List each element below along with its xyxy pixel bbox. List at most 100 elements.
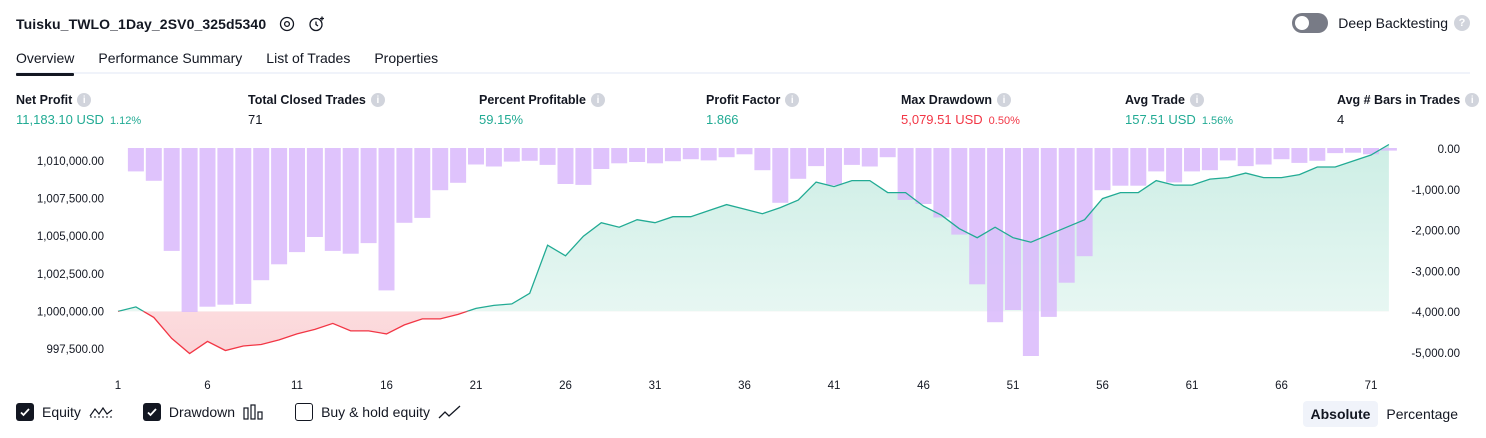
drawdown-bar[interactable] (342, 148, 359, 254)
drawdown-bar[interactable] (861, 148, 878, 167)
drawdown-bar[interactable] (1112, 148, 1129, 186)
drawdown-bar[interactable] (1273, 148, 1290, 160)
drawdown-bar[interactable] (468, 148, 484, 165)
drawdown-bar[interactable] (1237, 148, 1254, 167)
drawdown-bar[interactable] (790, 148, 807, 179)
legend-drawdown[interactable]: Drawdown (142, 403, 265, 421)
equity-line[interactable] (117, 143, 1390, 354)
drawdown-bar[interactable] (1184, 148, 1200, 172)
drawdown-bar[interactable] (503, 148, 520, 162)
drawdown-bar[interactable] (181, 148, 198, 312)
equity-line-negative[interactable] (117, 145, 1389, 355)
drawdown-bar[interactable] (306, 148, 323, 237)
drawdown-bar[interactable] (754, 148, 771, 171)
drawdown-bar[interactable] (808, 148, 825, 167)
drawdown-bar[interactable] (289, 148, 305, 253)
drawdown-bar[interactable] (1005, 148, 1021, 310)
drawdown-bar[interactable] (700, 148, 717, 161)
drawdown-bar[interactable] (1130, 148, 1147, 186)
drawdown-bar[interactable] (163, 148, 180, 251)
settings-icon[interactable] (278, 15, 296, 33)
drawdown-bar[interactable] (1148, 148, 1165, 172)
drawdown-checkbox[interactable] (142, 403, 161, 421)
drawdown-bar[interactable] (1345, 148, 1362, 153)
legend-buy-hold-label: Buy & hold equity (321, 404, 431, 420)
add-alert-icon[interactable] (308, 15, 326, 33)
drawdown-bar[interactable] (450, 148, 467, 183)
drawdown-bar[interactable] (1058, 148, 1075, 283)
metric-value: 5,079.51 USD (901, 112, 983, 127)
drawdown-bar[interactable] (933, 148, 950, 218)
drawdown-bar[interactable] (1309, 148, 1326, 161)
drawdown-bar[interactable] (253, 148, 270, 281)
legend-buy-hold[interactable]: Buy & hold equity (295, 403, 462, 421)
drawdown-bar[interactable] (217, 148, 234, 305)
info-icon[interactable]: i (785, 93, 800, 107)
drawdown-bar[interactable] (682, 148, 699, 160)
percentage-button[interactable]: Percentage (1386, 406, 1458, 422)
drawdown-bar[interactable] (1022, 148, 1039, 356)
drawdown-bar[interactable] (235, 148, 252, 304)
drawdown-bar[interactable] (1040, 148, 1057, 317)
drawdown-bar[interactable] (199, 148, 216, 307)
drawdown-bar[interactable] (772, 148, 789, 203)
drawdown-bar[interactable] (485, 148, 502, 167)
drawdown-bar[interactable] (557, 148, 574, 184)
help-icon[interactable]: ? (1454, 15, 1470, 31)
tab-list-of-trades[interactable]: List of Trades (266, 50, 351, 66)
deep-backtesting-control: Deep Backtesting ? (1292, 13, 1470, 33)
drawdown-bar[interactable] (271, 148, 288, 265)
drawdown-bar[interactable] (879, 148, 896, 158)
deep-backtesting-toggle[interactable] (1292, 13, 1329, 33)
drawdown-bar[interactable] (915, 148, 932, 204)
drawdown-bar[interactable] (647, 148, 663, 164)
drawdown-bar[interactable] (396, 148, 413, 223)
tab-properties[interactable]: Properties (374, 50, 439, 66)
drawdown-bar[interactable] (1255, 148, 1272, 165)
drawdown-bar[interactable] (432, 148, 449, 191)
drawdown-bar[interactable] (987, 148, 1004, 323)
drawdown-bar[interactable] (611, 148, 628, 164)
drawdown-bar[interactable] (1380, 148, 1397, 151)
info-icon[interactable]: i (997, 93, 1011, 107)
drawdown-bar[interactable] (718, 148, 735, 158)
drawdown-bar[interactable] (629, 148, 646, 162)
info-icon[interactable]: i (370, 93, 385, 107)
drawdown-bar[interactable] (1291, 148, 1308, 163)
drawdown-bar[interactable] (1327, 148, 1344, 154)
drawdown-bar[interactable] (969, 148, 986, 285)
drawdown-bar[interactable] (145, 148, 162, 181)
drawdown-bar[interactable] (324, 148, 341, 251)
tab-performance-summary[interactable]: Performance Summary (98, 50, 243, 66)
drawdown-bar[interactable] (127, 148, 144, 172)
drawdown-bar[interactable] (951, 148, 968, 235)
equity-drawdown-chart[interactable]: 1,010,000.00 1,007,500.00 1,005,000.00 1,00… (0, 140, 1486, 395)
tab-overview[interactable]: Overview (16, 46, 75, 76)
drawdown-bar[interactable] (378, 148, 395, 291)
equity-checkbox[interactable] (16, 403, 34, 421)
drawdown-bar[interactable] (1166, 148, 1183, 183)
drawdown-bar[interactable] (360, 148, 377, 244)
drawdown-bar[interactable] (1363, 148, 1379, 155)
drawdown-bar[interactable] (1219, 148, 1236, 161)
absolute-button[interactable]: Absolute (1302, 401, 1379, 427)
buy-hold-checkbox[interactable] (295, 403, 314, 421)
info-icon[interactable]: i (77, 93, 92, 107)
info-icon[interactable]: i (590, 93, 605, 107)
info-icon[interactable]: i (1189, 93, 1204, 107)
drawdown-bar[interactable] (1094, 148, 1111, 191)
drawdown-bar[interactable] (575, 148, 592, 185)
drawdown-bar[interactable] (843, 148, 860, 165)
legend-equity[interactable]: Equity (16, 403, 113, 421)
drawdown-bar[interactable] (1201, 148, 1218, 171)
drawdown-bar[interactable] (826, 148, 842, 186)
drawdown-bar[interactable] (664, 148, 681, 162)
info-icon[interactable]: i (1465, 93, 1480, 107)
drawdown-bar[interactable] (539, 148, 556, 165)
drawdown-bar[interactable] (1076, 148, 1093, 257)
drawdown-bar[interactable] (414, 148, 431, 218)
drawdown-bar[interactable] (593, 148, 610, 169)
drawdown-bar[interactable] (897, 148, 914, 200)
drawdown-bar[interactable] (736, 148, 753, 155)
drawdown-bar[interactable] (521, 148, 538, 161)
